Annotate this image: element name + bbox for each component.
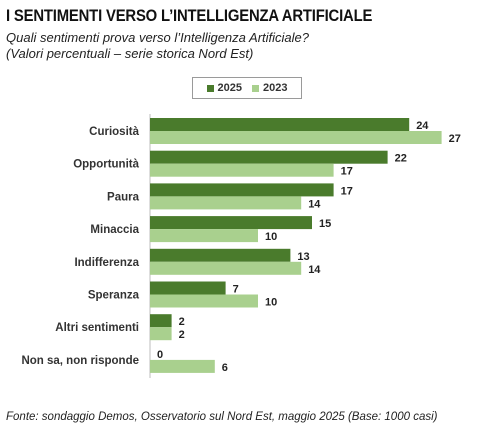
subtitle-question: Quali sentimenti prova verso l’Intellige… [6, 30, 309, 45]
bar-2023 [150, 131, 442, 144]
bar-2025 [150, 314, 172, 328]
legend-swatch-2025 [206, 84, 214, 92]
data-label-2023: 14 [308, 264, 321, 276]
data-label-2023: 14 [308, 198, 321, 210]
category-label: Paura [107, 191, 140, 203]
bar-2025 [150, 118, 410, 131]
legend-label-2023: 2023 [263, 82, 288, 94]
bar-2025 [150, 281, 226, 295]
category-label: Curiosità [89, 126, 139, 138]
bar-2023 [150, 327, 172, 341]
data-label-2025: 7 [233, 284, 239, 296]
chart-title: I SENTIMENTI VERSO L’INTELLIGENZA ARTIFI… [6, 7, 373, 25]
data-label-2023: 2 [179, 329, 185, 341]
bar-2025 [150, 216, 312, 230]
data-label-2025: 2 [179, 316, 185, 328]
bar-2023 [150, 163, 334, 177]
data-label-2025: 15 [319, 218, 331, 230]
legend-item-2023: 2023 [252, 82, 287, 94]
data-label-2023: 6 [222, 362, 228, 374]
bar-2023 [150, 229, 258, 243]
bar-2025 [150, 183, 334, 197]
chart-legend: 2025 2023 [192, 77, 302, 99]
category-label: Indifferenza [74, 257, 139, 269]
data-label-2023: 27 [449, 133, 461, 145]
bar-2023 [150, 196, 302, 210]
source-note: Fonte: sondaggio Demos, Osservatorio sul… [6, 411, 438, 423]
subtitle-note: (Valori percentuali – serie storica Nord… [6, 46, 254, 61]
bar-2025 [150, 248, 291, 262]
bar-2025 [150, 150, 388, 164]
legend-label-2025: 2025 [217, 82, 242, 94]
legend-item-2025: 2025 [206, 82, 242, 94]
data-label-2025: 13 [297, 251, 309, 263]
legend-swatch-2023 [252, 84, 259, 92]
data-label-2025: 17 [341, 185, 353, 197]
data-label-2025: 24 [416, 120, 429, 132]
category-label: Opportunità [73, 159, 139, 171]
bar-2023 [150, 261, 302, 275]
category-label: Altri sentimenti [55, 322, 139, 334]
data-label-2023: 17 [341, 166, 353, 178]
category-label: Speranza [88, 290, 140, 302]
data-label-2025: 22 [395, 153, 407, 165]
chart-subtitle: Quali sentimenti prova verso l’Intellige… [6, 30, 309, 62]
category-label: Non sa, non risponde [21, 355, 139, 367]
data-label-2023: 10 [265, 297, 277, 309]
data-label-2023: 10 [265, 231, 277, 243]
bar-2023 [150, 359, 215, 373]
category-label: Minaccia [90, 224, 139, 236]
bar-2023 [150, 294, 258, 308]
data-label-2025: 0 [157, 349, 163, 361]
